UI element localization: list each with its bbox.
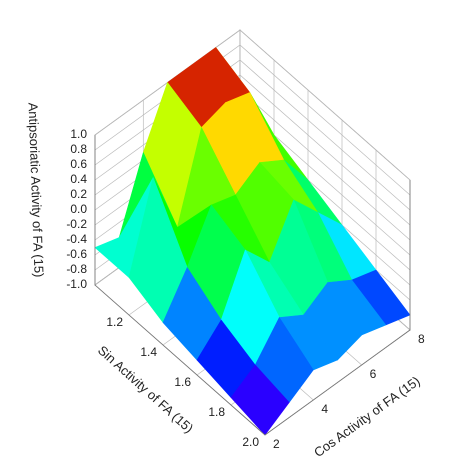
z-tick-label: 0.4 [70, 172, 87, 186]
axis-edge [94, 135, 411, 436]
y-tick-label: 1.4 [140, 345, 157, 359]
z-tick-label: -0.8 [66, 262, 87, 276]
z-axis-title: Antipsoriatic Activity of FA (15) [26, 102, 47, 277]
y-tick-label: 1.6 [174, 375, 191, 389]
z-tick-label: -1.0 [66, 277, 87, 291]
z-tick-label: 0.8 [70, 142, 87, 156]
x-tick-label: 6 [370, 367, 377, 381]
z-tick-label: 1.0 [70, 127, 87, 141]
surface-cell [230, 364, 290, 436]
y-tick-label: 1.2 [106, 315, 123, 329]
z-tick-label: -0.6 [66, 247, 87, 261]
z-tick-label: 0.2 [70, 187, 87, 201]
x-tick-label: 2 [273, 437, 280, 451]
z-tick-label: -0.2 [66, 217, 87, 231]
z-tick-label: 0.6 [70, 157, 87, 171]
x-tick-label: 4 [321, 402, 328, 416]
z-tick-label: -0.4 [66, 232, 87, 246]
y-tick-label: 1.8 [208, 405, 225, 419]
z-tick-label: 0.0 [70, 202, 87, 216]
y-tick-label: 2.0 [242, 435, 259, 449]
x-tick-label: 8 [418, 332, 425, 346]
